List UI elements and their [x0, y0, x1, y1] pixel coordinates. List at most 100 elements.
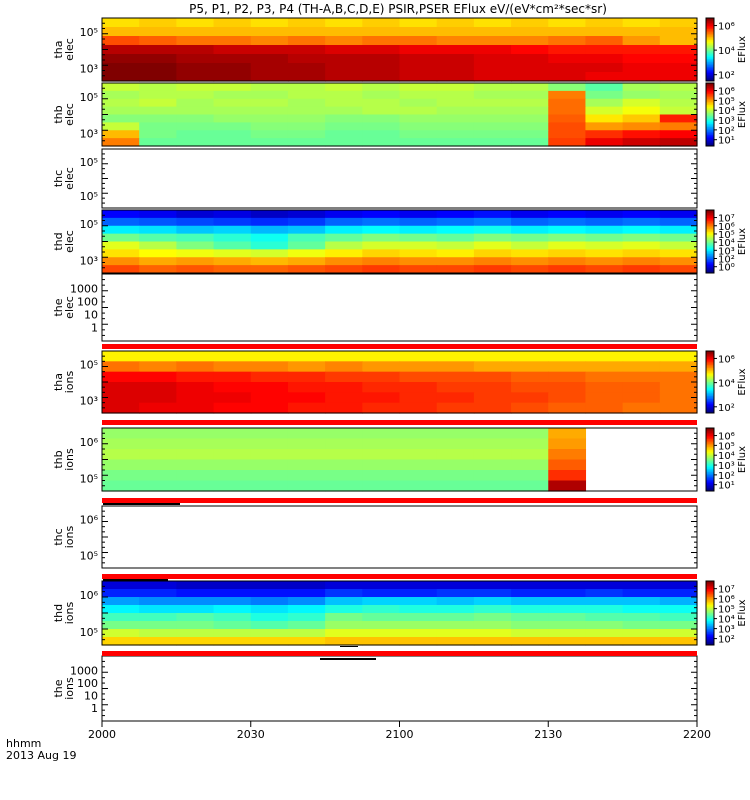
heatmap-cell [473, 428, 512, 440]
heatmap-cell [176, 621, 215, 630]
heatmap-cell [548, 90, 587, 100]
heatmap-cell [436, 613, 475, 622]
heatmap-cell [102, 217, 140, 227]
colorbar-swatch [706, 125, 714, 128]
colorbar-swatch [706, 261, 714, 265]
heatmap-cell [325, 106, 363, 116]
heatmap-cell [399, 225, 438, 235]
heatmap-cell [548, 392, 587, 404]
heatmap-cell [176, 428, 215, 440]
heatmap-cell [176, 233, 215, 243]
heatmap-cell [399, 621, 438, 630]
heatmap-cell [585, 27, 624, 37]
red-band [102, 420, 697, 425]
heatmap-cell [436, 63, 475, 73]
heatmap-cell [585, 629, 624, 638]
colorbar-swatch [706, 133, 714, 136]
heatmap-cell [213, 597, 252, 606]
colorbar-swatch [706, 216, 714, 219]
colorbar-swatch [706, 399, 714, 402]
heatmap-cell [436, 459, 475, 471]
heatmap-cell [213, 581, 252, 590]
heatmap-cell [139, 90, 177, 100]
heatmap-cell [139, 249, 177, 258]
heatmap-cell [102, 637, 140, 646]
heatmap-cell [473, 114, 512, 123]
heatmap-cell [399, 122, 438, 131]
heatmap-cell [436, 130, 475, 139]
colorbar-label: EFlux [737, 446, 748, 473]
colorbar-label: EFlux [737, 599, 748, 626]
colorbar-swatch [706, 219, 714, 222]
colorbar-frame [705, 427, 715, 492]
heatmap-cell [473, 470, 512, 482]
heatmap-cell [548, 225, 587, 235]
colorbar-swatch [706, 44, 714, 47]
heatmap-cell [176, 98, 215, 108]
heatmap-cell [139, 361, 177, 373]
colorbar-swatch [706, 138, 714, 141]
heatmap-cell [287, 257, 326, 266]
colorbar-swatch [706, 597, 714, 600]
heatmap-cell [585, 351, 624, 362]
heatmap-cell [659, 138, 698, 147]
colorbar-swatch [706, 122, 714, 125]
panel-y-label: the [52, 679, 65, 697]
heatmap-cell [473, 36, 512, 46]
colorbar-swatch [706, 18, 714, 21]
colorbar-swatch [706, 134, 714, 138]
heatmap-cell [511, 83, 549, 92]
colorbar-swatch [706, 214, 714, 217]
heatmap-cell [585, 36, 624, 46]
heatmap-cell [362, 459, 401, 471]
heatmap-cell [436, 629, 475, 638]
panel-y-label: ions [63, 525, 76, 548]
colorbar-swatch [706, 120, 714, 123]
heatmap-cell [511, 265, 549, 274]
heatmap-cell [473, 233, 512, 243]
heatmap-cell [176, 83, 215, 92]
heatmap-cell [659, 402, 698, 414]
heatmap-cell [622, 217, 661, 227]
colorbar-frame [705, 82, 715, 147]
heatmap-cell [362, 371, 401, 383]
panel-y-label: elec [63, 103, 76, 126]
heatmap-cell [176, 581, 215, 590]
heatmap-cell [325, 54, 363, 64]
heatmap-cell [102, 138, 140, 147]
heatmap-cell [102, 122, 140, 131]
heatmap-cell [362, 589, 401, 598]
heatmap-cell [399, 257, 438, 266]
heatmap-cell [436, 27, 475, 37]
heatmap-cell [176, 597, 215, 606]
heatmap-cell [362, 382, 401, 393]
heatmap-cell [139, 241, 177, 250]
heatmap-cell [213, 233, 252, 243]
heatmap-cell [362, 72, 401, 82]
heatmap-cell [325, 459, 363, 471]
heatmap-cell [399, 402, 438, 414]
heatmap-cell [548, 217, 587, 227]
heatmap-cell [436, 637, 475, 646]
heatmap-cell [102, 581, 140, 590]
heatmap-cell [139, 351, 177, 362]
x-tick-label: 2100 [386, 728, 414, 741]
heatmap-cell [399, 217, 438, 227]
heatmap-cell [511, 597, 549, 606]
colorbar-swatch [706, 89, 714, 92]
heatmap-cell [102, 613, 140, 622]
heatmap-cell [287, 428, 326, 440]
colorbar-swatch [706, 63, 714, 66]
colorbar-frame [705, 17, 715, 82]
colorbar-swatch [706, 95, 714, 98]
heatmap-cell [139, 265, 177, 274]
colorbar-tick-label: 10² [718, 403, 735, 414]
heatmap-cell [473, 629, 512, 638]
heatmap-cell [139, 130, 177, 139]
heatmap-cell [548, 54, 587, 64]
heatmap-cell [139, 382, 177, 393]
heatmap-cell [102, 382, 140, 393]
